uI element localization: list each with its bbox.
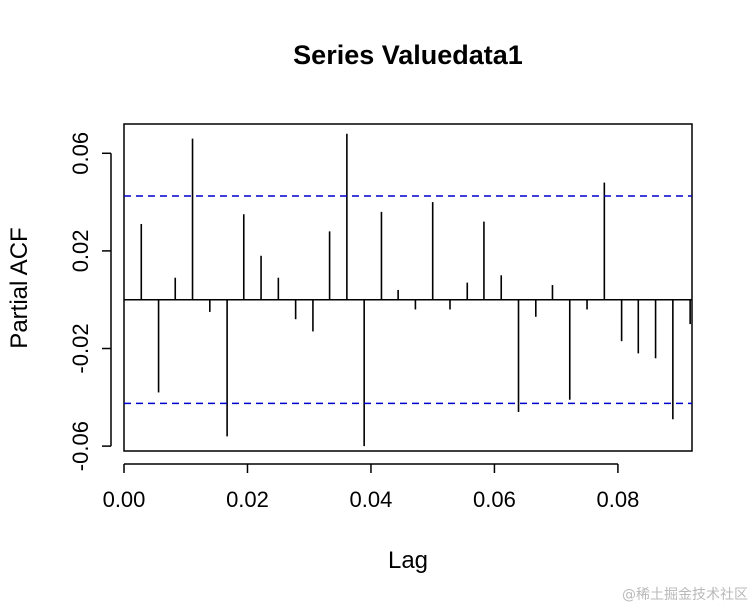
x-tick-label: 0.02 [226, 487, 269, 512]
x-axis-label: Lag [388, 547, 428, 574]
x-tick-label: 0.08 [596, 487, 639, 512]
plot-frame [123, 123, 693, 452]
x-tick-label: 0.04 [350, 487, 393, 512]
y-axis: -0.06 -0.02 0.02 0.06 [68, 132, 112, 471]
chart-title: Series Valuedata1 [293, 40, 523, 70]
y-tick-label: -0.02 [68, 323, 93, 373]
y-tick-label: 0.02 [68, 229, 93, 272]
x-tick-label: 0.06 [473, 487, 516, 512]
y-axis-label: Partial ACF [6, 227, 33, 348]
x-axis: 0.00 0.02 0.04 0.06 0.08 [103, 463, 639, 512]
y-tick-label: 0.06 [68, 132, 93, 175]
x-tick-label: 0.00 [103, 487, 146, 512]
watermark-text: @稀土掘金技术社区 [622, 587, 748, 603]
y-tick-label: -0.06 [68, 421, 93, 471]
pacf-spikes [140, 133, 691, 447]
